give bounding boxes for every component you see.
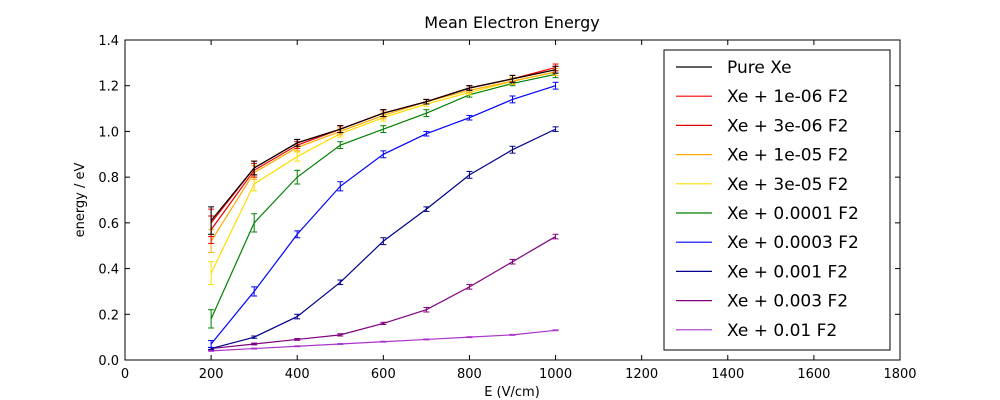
legend-label: Xe + 1e-05 F2 xyxy=(727,146,848,166)
series-xe-0-001-f2 xyxy=(208,126,559,351)
x-tick-label: 1800 xyxy=(883,367,916,382)
y-tick-label: 0.2 xyxy=(98,308,119,323)
series-layer xyxy=(208,63,559,352)
chart-title: Mean Electron Energy xyxy=(424,13,599,32)
legend-label: Xe + 0.0001 F2 xyxy=(727,204,859,224)
x-tick-label: 1400 xyxy=(711,367,744,382)
x-axis-label: E (V/cm) xyxy=(484,385,540,400)
y-axis-label: energy / eV xyxy=(73,162,88,237)
x-tick-label: 200 xyxy=(199,367,224,382)
y-tick-label: 1.4 xyxy=(98,34,119,49)
x-tick-label: 600 xyxy=(371,367,396,382)
x-tick-label: 400 xyxy=(285,367,310,382)
series-xe-0-0003-f2 xyxy=(208,81,559,348)
x-tick-label: 0 xyxy=(121,367,129,382)
legend-label: Xe + 3e-05 F2 xyxy=(727,175,848,195)
plot-area-frame xyxy=(124,39,901,361)
y-tick-label: 1.0 xyxy=(98,125,119,140)
series-pure-xe xyxy=(208,65,559,235)
legend-label: Xe + 0.0003 F2 xyxy=(727,233,859,253)
legend: Pure Xe Xe + 1e-06 F2 Xe + 3e-06 F2 Xe + 1e… xyxy=(663,49,891,351)
legend-label: Xe + 3e-06 F2 xyxy=(727,116,848,136)
y-tick-label: 0.8 xyxy=(98,171,119,186)
legend-label: Pure Xe xyxy=(727,58,792,78)
x-tick-label: 1200 xyxy=(625,367,658,382)
legend-label: Xe + 1e-06 F2 xyxy=(727,87,848,107)
series-xe-0-01-f2 xyxy=(208,329,559,352)
axis-ticks: 0 200 400 600 800 1000 1200 1400 1600 1800 0.0 0.2 0… xyxy=(98,34,916,382)
y-tick-label: 0.4 xyxy=(98,263,119,278)
y-tick-label: 0.0 xyxy=(98,354,119,369)
series-xe-0-003-f2 xyxy=(208,233,559,350)
legend-label: Xe + 0.001 F2 xyxy=(727,262,848,282)
y-tick-label: 1.2 xyxy=(98,80,119,95)
x-tick-label: 1000 xyxy=(539,367,572,382)
x-tick-label: 1600 xyxy=(797,367,830,382)
legend-label: Xe + 0.01 F2 xyxy=(727,321,837,341)
x-tick-label: 800 xyxy=(457,367,482,382)
legend-label: Xe + 0.003 F2 xyxy=(727,292,848,312)
y-tick-label: 0.6 xyxy=(98,217,119,232)
